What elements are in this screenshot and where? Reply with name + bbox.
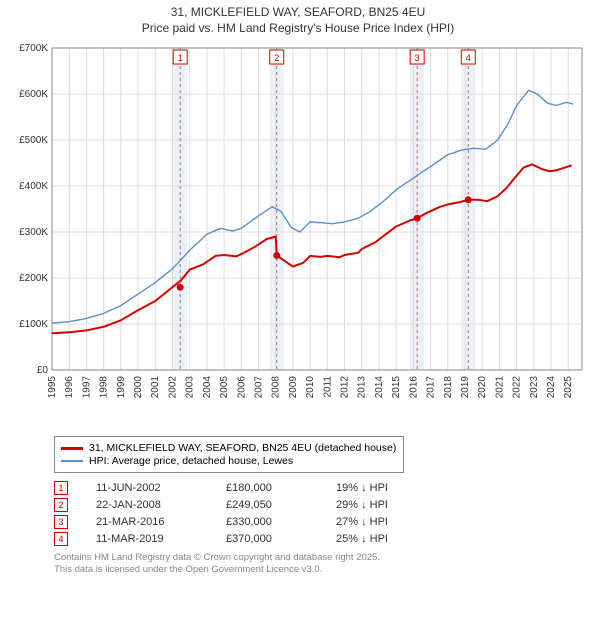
sale-row-marker: 2: [54, 498, 68, 512]
line-chart: £0 £100K £200K £300K £400K £500K £600K £700K 199…: [4, 40, 590, 430]
sales-table: 1 11-JUN-2002£180,00019% ↓ HPI 2 22-JAN-200…: [54, 481, 582, 546]
sale-row-diff: 29% ↓ HPI: [336, 499, 446, 511]
sale-row-date: 11-JUN-2002: [96, 482, 226, 494]
y-tick-label: £200K: [19, 273, 48, 284]
y-tick-label: £500K: [19, 135, 48, 146]
sale-row-date: 22-JAN-2008: [96, 499, 226, 511]
sale-row-date: 21-MAR-2016: [96, 516, 226, 528]
sale-row: 2 22-JAN-2008£249,05029% ↓ HPI: [54, 498, 582, 512]
footnote-line-1: Contains HM Land Registry data © Crown c…: [54, 552, 582, 564]
y-tick-label: £700K: [19, 43, 48, 54]
x-tick-label: 2018: [443, 376, 454, 399]
x-tick-label: 2000: [133, 376, 144, 399]
x-tick-label: 2016: [408, 376, 419, 399]
x-tick-label: 2022: [512, 376, 523, 399]
x-tick-label: 2005: [219, 376, 230, 399]
x-tick-label: 2006: [236, 376, 247, 399]
title-line-2: Price paid vs. HM Land Registry's House …: [4, 20, 592, 36]
legend-label: HPI: Average price, detached house, Lewe…: [89, 455, 293, 467]
sale-row-marker: 3: [54, 515, 68, 529]
x-tick-label: 2025: [563, 376, 574, 399]
footnote: Contains HM Land Registry data © Crown c…: [54, 552, 582, 576]
sale-row-diff: 25% ↓ HPI: [336, 533, 446, 545]
sale-row-diff: 19% ↓ HPI: [336, 482, 446, 494]
legend-swatch: [61, 460, 83, 462]
sale-row-diff: 27% ↓ HPI: [336, 516, 446, 528]
x-tick-label: 1996: [64, 376, 75, 399]
x-tick-label: 2017: [426, 376, 437, 399]
sale-row-price: £370,000: [226, 533, 336, 545]
y-tick-label: £300K: [19, 227, 48, 238]
sale-row-date: 11-MAR-2019: [96, 533, 226, 545]
x-tick-label: 2020: [477, 376, 488, 399]
sale-row: 3 21-MAR-2016£330,00027% ↓ HPI: [54, 515, 582, 529]
y-tick-label: £400K: [19, 181, 48, 192]
sale-row-marker: 4: [54, 532, 68, 546]
x-tick-label: 2019: [460, 376, 471, 399]
sale-row-price: £330,000: [226, 516, 336, 528]
sale-marker-num: 1: [178, 53, 183, 63]
x-tick-label: 2023: [529, 376, 540, 399]
x-tick-label: 2007: [253, 376, 264, 399]
legend-label: 31, MICKLEFIELD WAY, SEAFORD, BN25 4EU (…: [89, 442, 396, 454]
footnote-line-2: This data is licensed under the Open Gov…: [54, 564, 582, 576]
sale-dot: [414, 215, 421, 222]
sale-marker-num: 4: [466, 53, 471, 63]
chart-area: £0 £100K £200K £300K £400K £500K £600K £700K 199…: [4, 40, 592, 430]
x-tick-label: 2011: [322, 376, 333, 398]
sale-marker-num: 3: [415, 53, 420, 63]
x-tick-label: 2009: [288, 376, 299, 399]
x-tick-label: 2010: [305, 376, 316, 399]
sale-marker-num: 2: [274, 53, 279, 63]
x-tick-label: 1995: [47, 376, 58, 399]
x-tick-label: 1999: [116, 376, 127, 399]
sale-row-marker: 1: [54, 481, 68, 495]
sale-dot: [465, 197, 472, 204]
x-tick-label: 2001: [150, 376, 161, 399]
sale-dot: [273, 252, 280, 259]
legend: 31, MICKLEFIELD WAY, SEAFORD, BN25 4EU (…: [54, 436, 404, 473]
x-tick-label: 2002: [167, 376, 178, 399]
x-tick-label: 2024: [546, 376, 557, 399]
plot-bg: [52, 48, 582, 370]
sale-row-price: £180,000: [226, 482, 336, 494]
y-tick-label: £0: [37, 365, 49, 376]
x-tick-label: 1997: [81, 376, 92, 399]
x-tick-label: 2008: [271, 376, 282, 399]
x-tick-label: 2003: [185, 376, 196, 399]
title-line-1: 31, MICKLEFIELD WAY, SEAFORD, BN25 4EU: [4, 4, 592, 20]
y-tick-label: £100K: [19, 319, 48, 330]
legend-row: HPI: Average price, detached house, Lewe…: [61, 455, 397, 467]
x-tick-label: 1998: [99, 376, 110, 399]
x-tick-label: 2012: [340, 376, 351, 399]
sale-row: 4 11-MAR-2019£370,00025% ↓ HPI: [54, 532, 582, 546]
sale-row: 1 11-JUN-2002£180,00019% ↓ HPI: [54, 481, 582, 495]
chart-title: 31, MICKLEFIELD WAY, SEAFORD, BN25 4EU P…: [4, 4, 592, 36]
x-tick-label: 2004: [202, 376, 213, 399]
x-tick-label: 2014: [374, 376, 385, 399]
legend-row: 31, MICKLEFIELD WAY, SEAFORD, BN25 4EU (…: [61, 442, 397, 454]
sale-dot: [177, 284, 184, 291]
x-tick-label: 2015: [391, 376, 402, 399]
legend-swatch: [61, 447, 83, 450]
sale-row-price: £249,050: [226, 499, 336, 511]
x-tick-label: 2013: [357, 376, 368, 399]
x-tick-label: 2021: [494, 376, 505, 399]
y-tick-label: £600K: [19, 89, 48, 100]
